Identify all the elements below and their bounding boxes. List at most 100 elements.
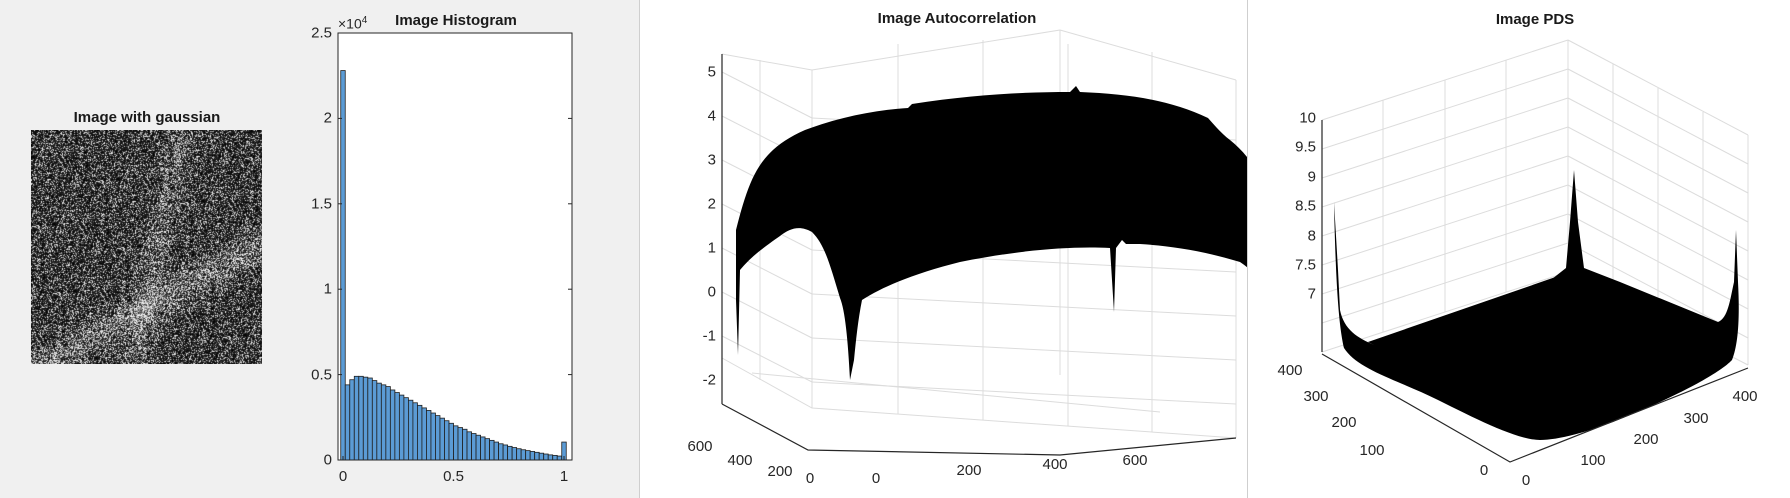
autocorr-x-tick-label: 400 — [1042, 456, 1068, 473]
histogram-bar — [380, 384, 387, 461]
grayscale-noise-image — [31, 130, 265, 364]
histogram-bar — [407, 399, 414, 461]
histogram-bar — [462, 428, 468, 461]
autocorr-z-tick-label: 4 — [707, 107, 716, 125]
image-panel: Image with gaussian — [0, 0, 265, 498]
histogram-y-exponent: ×104 — [338, 15, 368, 32]
histogram-bar — [502, 444, 509, 461]
pds-y-tick-label: 100 — [1359, 442, 1385, 459]
histogram-bar — [367, 377, 373, 461]
histogram-bar — [412, 402, 418, 461]
histogram-bar — [349, 379, 355, 461]
pds-x-tick-label: 400 — [1732, 388, 1758, 405]
image-title: Image with gaussian — [73, 109, 221, 126]
histogram-bar — [525, 450, 531, 461]
autocorrelation-surface — [721, 29, 1288, 456]
histogram-bar — [385, 386, 391, 461]
pds-x-tick-label: 300 — [1683, 410, 1709, 427]
autocorr-y-tick-label: 400 — [727, 452, 753, 469]
autocorr-axes — [721, 54, 1237, 456]
histogram-bar — [466, 431, 472, 461]
histogram-bar — [444, 420, 450, 461]
histogram-chart — [337, 32, 573, 461]
pds-y-tick-label: 200 — [1331, 414, 1357, 431]
autocorr-z-tick-label: 0 — [707, 283, 716, 301]
histogram-bar — [439, 417, 445, 461]
histogram-bar — [556, 455, 563, 461]
histogram-bar — [340, 70, 346, 461]
histogram-y-tick-label: 2.5 — [311, 24, 332, 42]
histogram-bar — [421, 407, 427, 461]
histogram-bar — [362, 376, 369, 461]
pds-z-tick-label: 7.5 — [1295, 256, 1316, 274]
autocorr-z-tick-label: 3 — [707, 151, 716, 169]
histogram-y-tick-label: 1.5 — [311, 195, 332, 213]
pds-y-tick-label: 300 — [1303, 388, 1329, 405]
histogram-y-tick-label: 0 — [323, 451, 332, 469]
autocorr-x-tick-label: 0 — [871, 470, 881, 487]
pds-panel: Image PDS 10 9.5 9 8.5 8 7.5 7 400 300 200 100 0 0 10… — [1248, 0, 1790, 498]
histogram-axes-box — [337, 32, 573, 461]
autocorr-surface-shape — [736, 86, 1288, 390]
histogram-title: Image Histogram — [395, 12, 517, 29]
autocorr-z-tick-label: 1 — [707, 239, 716, 257]
histogram-bar — [484, 438, 490, 461]
histogram-bar — [534, 451, 540, 461]
histogram-bar — [376, 382, 382, 461]
autocorrelation-panel: Image Autocorrelation 5 4 3 2 1 0 -1 -2 600 400 20… — [640, 0, 1288, 498]
pds-surface — [1321, 39, 1749, 463]
autocorr-z-tick-label: -2 — [702, 371, 716, 389]
autocorr-title: Image Autocorrelation — [877, 10, 1037, 27]
pds-y-tick-label: 400 — [1277, 362, 1303, 379]
pds-y-tick-label: 0 — [1479, 462, 1489, 479]
histogram-bar — [529, 451, 536, 461]
histogram-y-tick-label: 1 — [323, 280, 332, 298]
histogram-bar — [489, 439, 495, 461]
pds-axes — [1321, 120, 1749, 463]
histogram-bar — [475, 434, 481, 461]
histogram-bar — [543, 453, 549, 461]
autocorr-y-tick-label: 600 — [687, 438, 713, 455]
autocorr-z-tick-label: -1 — [702, 327, 716, 345]
pds-z-tick-label: 9.5 — [1295, 138, 1316, 156]
histogram-bar — [511, 447, 518, 461]
pds-z-tick-label: 7 — [1307, 285, 1316, 303]
histogram-bar — [493, 441, 499, 461]
histogram-bar — [398, 394, 405, 461]
panel-divider — [639, 0, 640, 498]
histogram-bar — [389, 389, 396, 461]
pds-z-tick-label: 8 — [1307, 227, 1316, 245]
histogram-y-tick-label: 0.5 — [311, 366, 332, 384]
pds-x-tick-label: 100 — [1580, 452, 1606, 469]
histogram-bar — [498, 443, 504, 461]
histogram-panel: Image Histogram ×104 0 0.5 1 1.5 2 2.5 0 0.5 1 — [262, 0, 638, 498]
pds-x-tick-label: 0 — [1521, 472, 1531, 489]
autocorr-z-tick-label: 5 — [707, 63, 716, 81]
histogram-bar — [394, 392, 400, 461]
histogram-bar — [403, 397, 409, 461]
histogram-bar — [371, 380, 378, 461]
histogram-x-tick-label: 1 — [559, 468, 569, 485]
autocorr-z-tick-label: 2 — [707, 195, 716, 213]
panel-divider-2 — [1247, 0, 1248, 498]
histogram-x-tick-label: 0 — [338, 468, 348, 485]
histogram-bar — [471, 433, 477, 461]
pds-z-tick-label: 9 — [1307, 168, 1316, 186]
pds-x-tick-label: 200 — [1633, 431, 1659, 448]
histogram-bar — [435, 415, 441, 461]
histogram-bar — [520, 449, 527, 461]
pds-z-tick-label: 10 — [1299, 109, 1316, 127]
histogram-bar — [417, 404, 423, 461]
histogram-bar — [516, 448, 522, 461]
histogram-bar — [507, 445, 513, 461]
histogram-y-tick-label: 2 — [323, 109, 332, 127]
histogram-bar — [448, 422, 454, 461]
autocorr-x-tick-label: 200 — [956, 462, 982, 479]
autocorr-y-tick-label: 200 — [767, 463, 793, 480]
histogram-bar — [453, 425, 459, 461]
histogram-bar — [547, 454, 554, 461]
autocorr-y-tick-label: 0 — [805, 470, 815, 487]
histogram-bar — [344, 384, 351, 461]
histogram-bar — [480, 436, 486, 461]
pds-title: Image PDS — [1495, 11, 1575, 28]
